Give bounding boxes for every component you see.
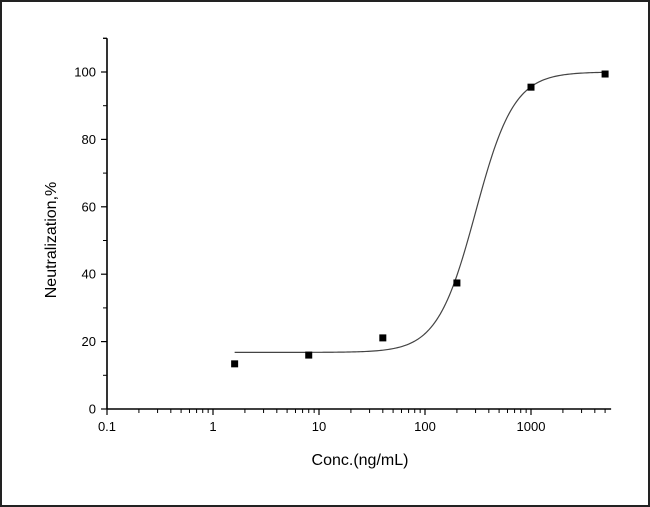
x-tick-label: 0.1 [98, 419, 116, 434]
data-point-square [527, 83, 535, 91]
y-tick-label: 100 [74, 65, 96, 80]
x-tick-label: 1000 [517, 419, 546, 434]
y-tick-label: 20 [82, 334, 96, 349]
data-point-square [231, 360, 239, 368]
data-point-square [601, 70, 609, 78]
data-points [231, 70, 609, 368]
data-point-square [453, 279, 461, 287]
y-tick-label: 40 [82, 267, 96, 282]
data-point-square [379, 334, 387, 342]
fit-curve [234, 71, 606, 353]
x-tick-label: 10 [312, 419, 326, 434]
x-tick-label: 1 [209, 419, 216, 434]
y-axis-title: Neutralization,% [43, 182, 60, 299]
axes: 0 20 40 60 80 100 0.1 1 10 100 1000 [74, 37, 612, 434]
x-tick-label: 100 [414, 419, 436, 434]
fit-line [234, 71, 606, 353]
y-tick-label: 0 [89, 402, 96, 417]
data-point-square [305, 351, 313, 359]
y-tick-label: 80 [82, 132, 96, 147]
y-tick-label: 60 [82, 199, 96, 214]
x-axis-title: Conc.(ng/mL) [312, 452, 409, 469]
